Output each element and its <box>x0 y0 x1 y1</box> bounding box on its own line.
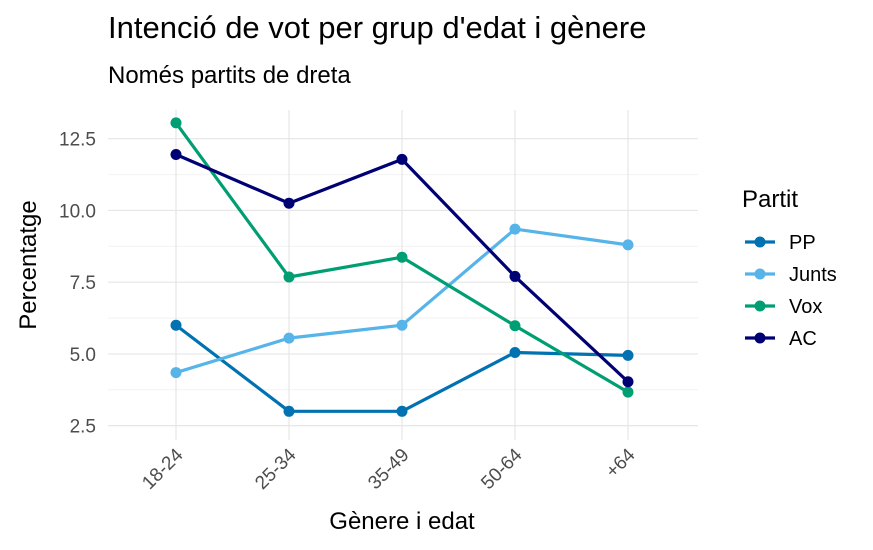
legend-key-point <box>754 300 766 312</box>
data-point <box>622 376 634 388</box>
y-tick-label: 10.0 <box>59 201 96 222</box>
x-tick-label: +64 <box>602 444 640 482</box>
y-tick-label: 7.5 <box>70 273 96 294</box>
y-tick-label: 5.0 <box>70 345 96 366</box>
data-point <box>396 153 408 165</box>
x-tick-label: 25-34 <box>251 444 301 494</box>
legend-label: AC <box>789 328 817 350</box>
x-tick-label: 50-64 <box>477 444 527 494</box>
data-point <box>170 148 182 160</box>
chart-subtitle: Només partits de dreta <box>108 62 351 89</box>
data-point <box>509 320 521 332</box>
legend-key-point <box>754 332 766 344</box>
data-point <box>396 319 408 331</box>
x-axis-label: Gènere i edat <box>329 508 475 535</box>
data-point <box>622 239 634 251</box>
data-point <box>170 117 182 129</box>
series-lines <box>170 117 634 417</box>
data-point <box>170 319 182 331</box>
data-point <box>509 223 521 235</box>
data-point <box>509 270 521 282</box>
data-point <box>622 386 634 398</box>
data-point <box>622 349 634 361</box>
chart-title: Intenció de vot per grup d'edat i gènere <box>108 10 647 45</box>
x-tick-label: 35-49 <box>364 445 413 494</box>
legend-label: Vox <box>789 296 822 318</box>
legend-label: Junts <box>789 264 837 286</box>
legend-title: Partit <box>742 186 798 213</box>
data-point <box>283 405 295 417</box>
data-point <box>170 367 182 379</box>
x-tick-label: 18-24 <box>138 444 188 494</box>
legend: Partit PP Junts Vox AC <box>742 186 837 350</box>
data-point <box>396 405 408 417</box>
data-point <box>283 332 295 344</box>
y-axis-label: Percentatge <box>15 200 42 329</box>
data-point <box>283 197 295 209</box>
legend-key-point <box>754 268 766 280</box>
data-point <box>283 271 295 283</box>
legend-key-point <box>754 236 766 248</box>
legend-label: PP <box>789 232 816 254</box>
y-tick-label: 12.5 <box>59 130 96 151</box>
data-point <box>396 251 408 263</box>
data-point <box>509 346 521 358</box>
y-tick-label: 2.5 <box>70 417 96 438</box>
